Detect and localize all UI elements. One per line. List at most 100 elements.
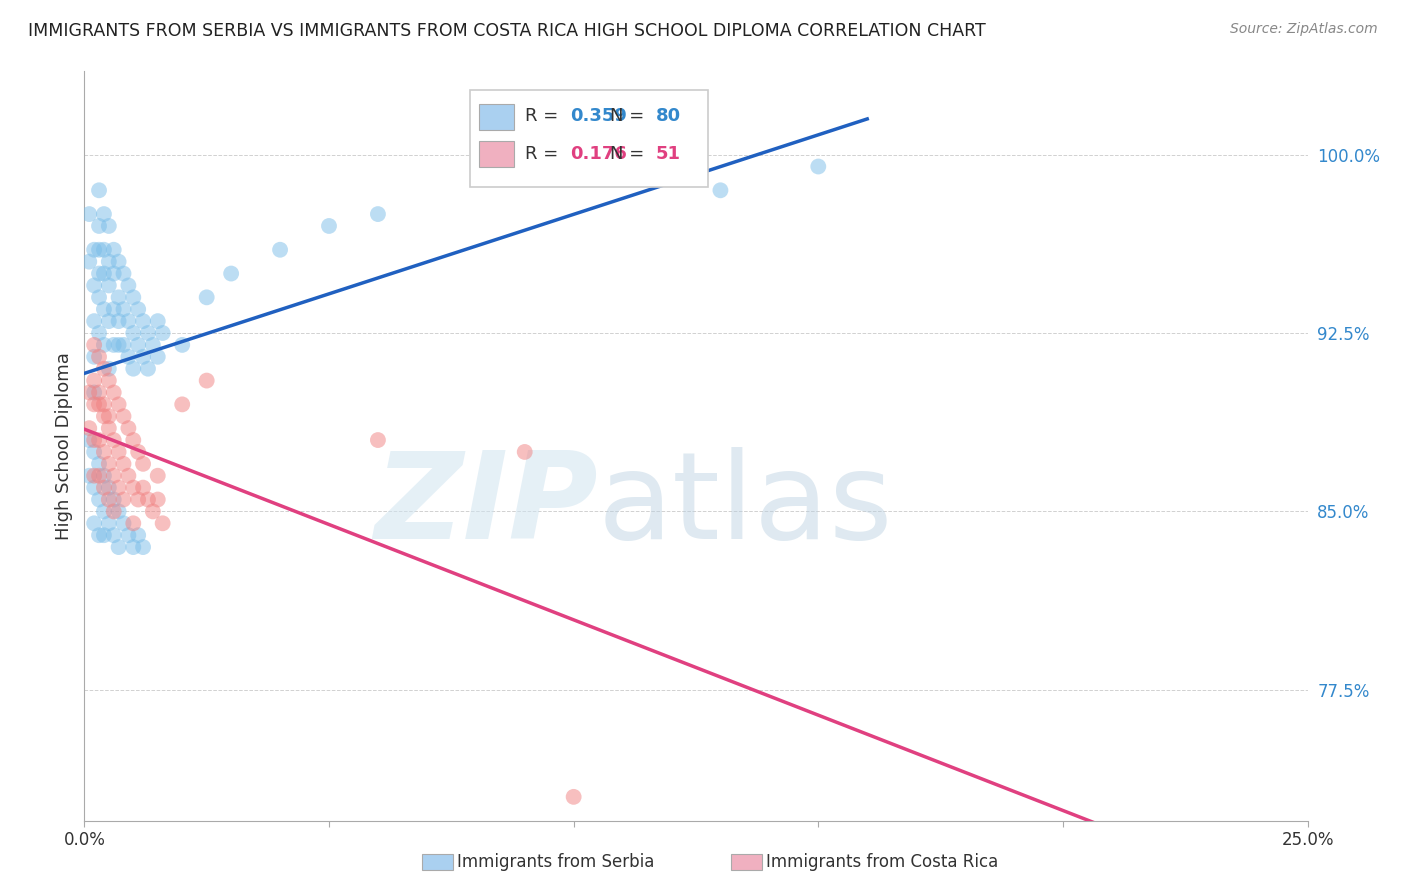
Point: [87, 397, 110, 411]
Point: [87, 528, 110, 542]
Point: [97, 457, 120, 471]
Text: 80: 80: [655, 107, 681, 125]
Point: [117, 468, 139, 483]
Point: [87, 468, 110, 483]
Point: [103, 492, 125, 507]
Point: [107, 314, 129, 328]
Point: [127, 302, 149, 317]
Point: [103, 468, 125, 483]
Point: [269, 243, 291, 257]
Point: [136, 492, 159, 507]
Point: [87, 290, 110, 304]
Point: [562, 789, 585, 804]
Point: [103, 528, 125, 542]
Point: [87, 457, 110, 471]
Point: [93, 243, 115, 257]
Text: 51: 51: [655, 145, 681, 162]
Point: [132, 314, 155, 328]
Point: [87, 326, 110, 340]
Point: [807, 160, 830, 174]
Point: [132, 350, 155, 364]
Text: Immigrants from Serbia: Immigrants from Serbia: [457, 853, 654, 871]
Point: [97, 409, 120, 424]
Text: atlas: atlas: [598, 448, 894, 565]
Point: [172, 397, 194, 411]
Point: [146, 468, 169, 483]
Point: [112, 338, 135, 352]
Point: [87, 267, 110, 281]
Point: [93, 267, 115, 281]
Point: [83, 314, 105, 328]
Point: [152, 516, 174, 531]
Point: [103, 385, 125, 400]
Point: [136, 361, 159, 376]
Point: [93, 302, 115, 317]
Point: [103, 504, 125, 518]
Point: [83, 350, 105, 364]
Point: [112, 492, 135, 507]
Point: [87, 433, 110, 447]
Point: [117, 278, 139, 293]
FancyBboxPatch shape: [470, 90, 709, 187]
Point: [127, 492, 149, 507]
Point: [142, 504, 165, 518]
Point: [83, 433, 105, 447]
Point: [195, 290, 218, 304]
Point: [146, 492, 169, 507]
Point: [83, 385, 105, 400]
Point: [107, 540, 129, 554]
Point: [83, 481, 105, 495]
Point: [93, 397, 115, 411]
Text: Immigrants from Costa Rica: Immigrants from Costa Rica: [766, 853, 998, 871]
Point: [97, 421, 120, 435]
Point: [132, 540, 155, 554]
Point: [127, 338, 149, 352]
Point: [127, 528, 149, 542]
Point: [77, 254, 100, 268]
Point: [122, 361, 145, 376]
Point: [87, 219, 110, 233]
Point: [709, 183, 731, 197]
Point: [93, 409, 115, 424]
Point: [103, 243, 125, 257]
Point: [93, 361, 115, 376]
Text: IMMIGRANTS FROM SERBIA VS IMMIGRANTS FROM COSTA RICA HIGH SCHOOL DIPLOMA CORRELA: IMMIGRANTS FROM SERBIA VS IMMIGRANTS FRO…: [28, 22, 986, 40]
Point: [97, 481, 120, 495]
Point: [77, 385, 100, 400]
Point: [367, 433, 389, 447]
Point: [83, 243, 105, 257]
Point: [318, 219, 340, 233]
Point: [97, 278, 120, 293]
Point: [93, 445, 115, 459]
Point: [122, 516, 145, 531]
Text: R =: R =: [524, 107, 564, 125]
Point: [112, 457, 135, 471]
Point: [107, 397, 129, 411]
Point: [146, 350, 169, 364]
Point: [83, 397, 105, 411]
Point: [117, 350, 139, 364]
Point: [142, 338, 165, 352]
Point: [117, 528, 139, 542]
Text: 0.176: 0.176: [569, 145, 627, 162]
Point: [367, 207, 389, 221]
Point: [97, 361, 120, 376]
Point: [112, 267, 135, 281]
Point: [195, 374, 218, 388]
Point: [103, 302, 125, 317]
Point: [107, 445, 129, 459]
FancyBboxPatch shape: [479, 141, 513, 168]
Point: [87, 385, 110, 400]
Point: [122, 481, 145, 495]
Point: [93, 481, 115, 495]
Point: [112, 409, 135, 424]
Point: [122, 540, 145, 554]
Point: [97, 374, 120, 388]
Point: [87, 183, 110, 197]
FancyBboxPatch shape: [479, 103, 513, 130]
Point: [97, 254, 120, 268]
Point: [93, 207, 115, 221]
Point: [117, 314, 139, 328]
Point: [127, 445, 149, 459]
Text: N =: N =: [610, 107, 651, 125]
